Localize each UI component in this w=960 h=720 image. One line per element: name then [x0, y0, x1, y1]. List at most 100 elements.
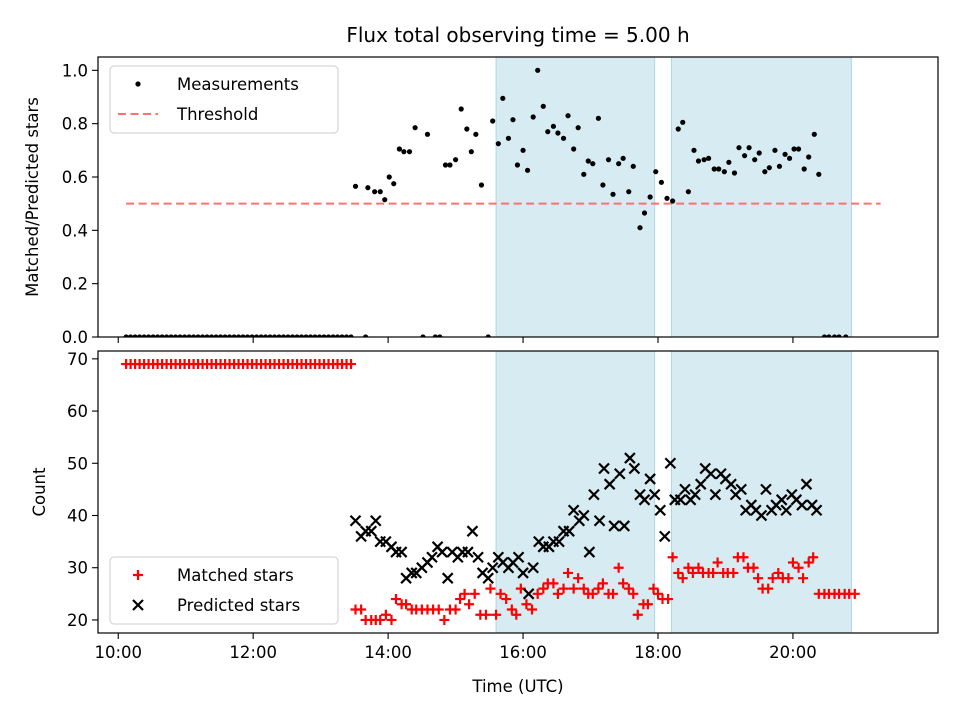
predicted-stars-point [613, 467, 626, 480]
y-axis-label: Matched/Predicted stars [23, 97, 42, 297]
matched-stars-point [464, 599, 475, 610]
matched-stars-point [793, 562, 804, 573]
measurements-point [821, 334, 828, 337]
predicted-stars-point [583, 546, 596, 558]
matched-stars-point [375, 614, 386, 625]
measurements-point [294, 334, 300, 337]
measurements-point [240, 334, 246, 337]
predicted-stars-point [517, 567, 529, 579]
predicted-stars-point [810, 504, 823, 517]
predicted-stars-point [648, 488, 661, 501]
matched-stars-point [642, 599, 653, 610]
x-tick-label: 14:00 [364, 643, 412, 662]
matched-stars-point [663, 594, 674, 605]
matched-stars-point [356, 604, 367, 615]
measurements-point [137, 334, 143, 337]
predicted-stars-point [800, 478, 813, 490]
measurements-point [520, 147, 526, 153]
measurements-point [442, 162, 449, 168]
y-tick-label: 1.0 [62, 61, 88, 80]
matched-stars-point [573, 573, 584, 584]
predicted-stars-point [608, 520, 620, 532]
measurements-point [452, 157, 459, 163]
predicted-stars-point [644, 473, 656, 485]
measurements-point [464, 126, 470, 132]
measurements-point [616, 161, 622, 167]
measurements-point [571, 146, 577, 152]
matched-stars-point [485, 583, 496, 594]
measurements-point [545, 129, 551, 135]
measurements-point [458, 106, 464, 112]
measurements-point [524, 167, 531, 173]
predicted-stars-point [486, 561, 499, 574]
matched-stars-point [480, 609, 491, 620]
measurements-point [447, 162, 453, 168]
plot-marks [123, 67, 881, 337]
measurements-point [159, 334, 165, 337]
measurements-point [716, 166, 722, 172]
measurements-point [791, 146, 797, 152]
matched-stars-point [538, 583, 549, 594]
matched-stars-point [808, 552, 819, 563]
matched-stars-point [753, 573, 764, 584]
measurements-point [478, 182, 485, 188]
measurements-point [468, 149, 474, 155]
measurements-point [610, 191, 616, 197]
measurements-point [731, 170, 738, 176]
predicted-stars-point [618, 520, 631, 532]
predicted-stars-point [512, 551, 525, 564]
measurements-point [150, 334, 156, 337]
matched-stars-point [748, 562, 759, 573]
x-tick-label: 10:00 [94, 643, 142, 662]
measurements-point [706, 155, 712, 161]
bottom-panel: 10:00 12:00 14:00 16:00 18:00 20:00 20 30 40 50 60… [30, 350, 939, 662]
measurements-point [391, 181, 397, 187]
shaded-interval-2 [670, 56, 852, 338]
matched-stars-point [511, 609, 522, 620]
measurements-point [736, 145, 742, 151]
measurements-point [217, 334, 224, 337]
matched-stars-point [459, 588, 470, 599]
measurements-point [325, 334, 332, 337]
predicted-stars-point [598, 462, 610, 475]
axes-frame [97, 56, 939, 338]
predicted-stars-point [349, 514, 362, 527]
measurements-point [195, 334, 201, 337]
matched-stars-point [597, 578, 608, 589]
measurements-point [181, 334, 188, 337]
measurements-point [590, 161, 596, 167]
matched-stars-point [608, 588, 619, 599]
measurements-point [141, 334, 147, 337]
top-panel: 0.0 0.2 0.4 0.6 0.8 1.0 Matched/Predicted star… [23, 56, 939, 347]
measurements-point [550, 123, 557, 129]
predicted-stars-point [588, 488, 600, 501]
measurements-point [500, 95, 506, 101]
matched-stars-point [648, 583, 659, 594]
measurements-point [647, 194, 653, 200]
matched-stars-point [532, 588, 543, 599]
matched-stars-point [568, 583, 579, 594]
measurements-point [637, 225, 643, 231]
matched-stars-point [728, 567, 739, 578]
matched-stars-point [587, 588, 598, 599]
matched-stars-point [653, 588, 663, 599]
matched-stars-point [439, 614, 450, 625]
measurements-point [276, 334, 282, 337]
y-tick-label: 30 [67, 559, 88, 578]
matched-stars-point [712, 557, 723, 568]
predicted-stars-point [365, 525, 378, 537]
measurements-point [253, 334, 260, 337]
measurements-point [163, 334, 170, 337]
measurements-point [653, 169, 659, 175]
measurements-point [658, 179, 664, 185]
matched-stars-point [632, 609, 643, 620]
measurements-point [271, 334, 278, 337]
measurements-point [816, 171, 822, 177]
measurements-point [560, 135, 567, 141]
matched-stars-point [469, 588, 480, 599]
measurements-point [123, 334, 129, 337]
predicted-stars-point [705, 467, 717, 480]
measurements-point [321, 334, 327, 337]
matched-stars-point [390, 594, 401, 605]
measurements-point [726, 159, 732, 165]
